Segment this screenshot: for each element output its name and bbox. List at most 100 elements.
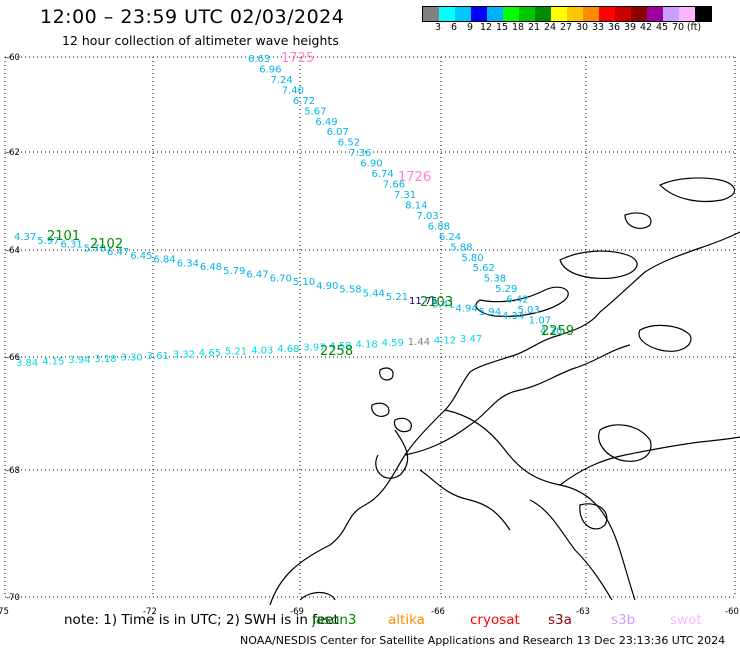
legend-tick-label: 70 [671,22,685,33]
legend-swatch [519,7,535,21]
legend-tick-label: 12 [479,22,493,33]
wave-height-value: 4.68 [277,344,299,355]
wave-height-value: 4.37 [14,232,36,243]
wave-height-value: 1.44 [408,337,430,348]
wave-height-value: 1.07 [529,316,551,327]
wave-height-value: 5.38 [484,274,506,285]
legend-tick-label: 18 [511,22,525,33]
satellite-label: jason3 [312,612,357,628]
wave-height-value: 6.90 [360,159,382,170]
legend-swatch [679,7,695,21]
lat-tick-label: -62 [6,148,20,158]
footer-credit: NOAA/NESDIS Center for Satellite Applica… [240,634,726,647]
wave-height-value: 4.36 [540,326,562,337]
wave-height-value: 5.29 [495,284,517,295]
pass-time-label: 2259 [541,324,574,339]
wave-height-value: 8.14 [405,201,427,212]
wave-height-value: 4.59 [382,338,404,349]
wave-height-value: 4.90 [316,281,338,292]
wave-height-value: 5.44 [363,288,385,299]
wave-height-value: 4.18 [356,340,378,351]
wave-height-value: 3.47 [460,334,482,345]
legend-swatch [551,7,567,21]
lon-tick-label: -69 [290,607,304,617]
wave-height-value: 3.84 [16,358,38,369]
satellite-label: altika [388,612,425,628]
wave-height-value: 5.41 [432,300,454,311]
legend-tick-label: 15 [495,22,509,33]
wave-height-value: 5.62 [473,263,495,274]
coastline [269,177,740,606]
pass-time-label: 2102 [90,237,123,252]
wave-height-value: 6.34 [177,258,199,269]
axis-labels: -60 -62 -64 -66 -68 -70 -75 -72 -69 -66 -63 -60 [0,53,739,617]
legend-color-bar [422,6,712,22]
wave-height-value: 6.07 [327,127,349,138]
legend-tick-label: 45 [655,22,669,33]
legend-swatch [583,7,599,21]
lat-tick-label: -70 [6,593,20,603]
wave-height-value: 7.36 [349,148,371,159]
lon-tick-label: -63 [576,607,590,617]
wave-height-value: 7.24 [271,75,293,86]
satellite-label: swot [670,612,702,628]
wave-height-value: 6.48 [200,262,222,273]
wave-height-value: 3.18 [94,354,116,365]
legend-tick-label: 30 [575,22,589,33]
legend-tick-label: 9 [466,22,474,33]
legend-tick-labels: 3 6 9 12 15 18 21 24 27 30 33 36 39 42 45 70 (ft) [430,22,712,33]
legend-tick-label: 24 [543,22,557,33]
lon-tick-label: -66 [431,607,445,617]
wave-height-value: 6.63 [248,54,270,65]
legend-swatch [663,7,679,21]
satellite-label: cryosat [470,612,520,628]
wave-height-value: 3.94 [68,355,90,366]
wave-height-value: 6.31 [61,240,83,251]
wave-height-value: 5.67 [304,106,326,117]
pass-time-label: 1726 [398,170,431,185]
legend-swatch [471,7,487,21]
wave-height-value: 5.78 [84,243,106,254]
wave-height-value: 6.45 [130,251,152,262]
wave-height-value: 7.31 [394,190,416,201]
wave-height-value: 5.79 [223,266,245,277]
lat-tick-label: -64 [6,246,20,256]
legend-swatch [615,7,631,21]
wave-height-value: 6.24 [439,232,461,243]
wave-height-value: 6.52 [338,138,360,149]
wave-height-value: 7.03 [417,211,439,222]
page-subtitle: 12 hour collection of altimeter wave hei… [62,33,339,48]
wave-height-value: 4.03 [251,345,273,356]
wave-height-value: 5.10 [293,277,315,288]
lat-tick-label: -68 [6,466,20,476]
legend-swatch [567,7,583,21]
pass-time-labels: 1725 1726 2101 2102 2103 2259 2258 [47,51,574,359]
wave-height-value: 3.97 [303,343,325,354]
wave-height-value: 6.74 [372,169,394,180]
wave-height-value: 6.84 [153,255,175,266]
wave-height-value: 5.94 [479,307,501,318]
footer-note: note: 1) Time is in UTC; 2) SWH is in fe… [64,612,339,628]
lat-tick-label: -60 [6,53,20,63]
legend-tick-label: 42 [639,22,653,33]
lon-tick-label: -72 [143,607,157,617]
wave-height-value: 4.34 [502,311,524,322]
legend-swatch [487,7,503,21]
wave-height-value: 11.75 [409,296,438,307]
satellite-label: s3b [611,612,636,628]
pass-time-label: 2258 [320,344,353,359]
wave-height-value: 7.40 [282,85,304,96]
pass-time-label: 1725 [281,51,314,66]
wave-height-value: 5.21 [225,347,247,358]
legend-swatch [695,7,711,21]
legend-tick-label: 33 [591,22,605,33]
page-title: 12:00 – 23:59 UTC 02/03/2024 [40,6,345,28]
wave-height-value: 6.42 [506,295,528,306]
legend-swatch [535,7,551,21]
wave-height-value: 6.47 [107,247,129,258]
wave-height-value: 5.58 [339,285,361,296]
legend-tick-label: 27 [559,22,573,33]
legend-swatch [423,7,439,21]
legend-tick-label: 21 [527,22,541,33]
